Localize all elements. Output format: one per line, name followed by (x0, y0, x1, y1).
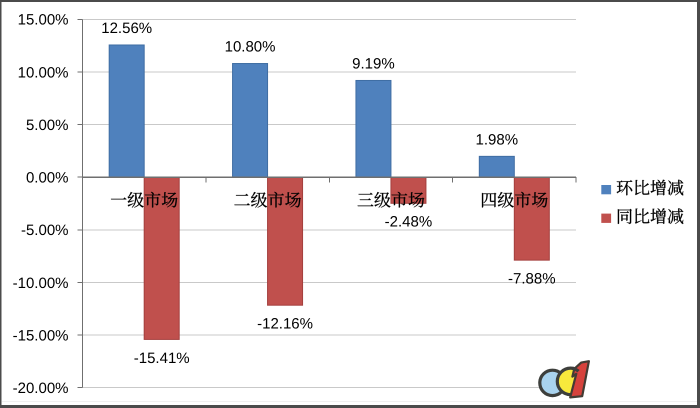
svg-text:15.00%: 15.00% (18, 12, 69, 29)
svg-text:10.80%: 10.80% (225, 39, 276, 56)
svg-text:1.98%: 1.98% (476, 132, 519, 149)
svg-text:-10.00%: -10.00% (13, 275, 69, 292)
svg-text:-15.00%: -15.00% (13, 327, 69, 344)
svg-text:0.00%: 0.00% (26, 170, 69, 187)
svg-text:-5.00%: -5.00% (21, 222, 69, 239)
svg-text:5.00%: 5.00% (26, 117, 69, 134)
svg-text:-15.41%: -15.41% (134, 350, 190, 367)
svg-text:-20.00%: -20.00% (13, 380, 69, 397)
svg-text:12.56%: 12.56% (101, 20, 152, 37)
svg-text:-12.16%: -12.16% (257, 316, 313, 333)
svg-text:-7.88%: -7.88% (508, 271, 556, 288)
svg-text:-2.48%: -2.48% (385, 214, 433, 231)
svg-text:9.19%: 9.19% (352, 56, 395, 73)
svg-text:10.00%: 10.00% (18, 64, 69, 81)
